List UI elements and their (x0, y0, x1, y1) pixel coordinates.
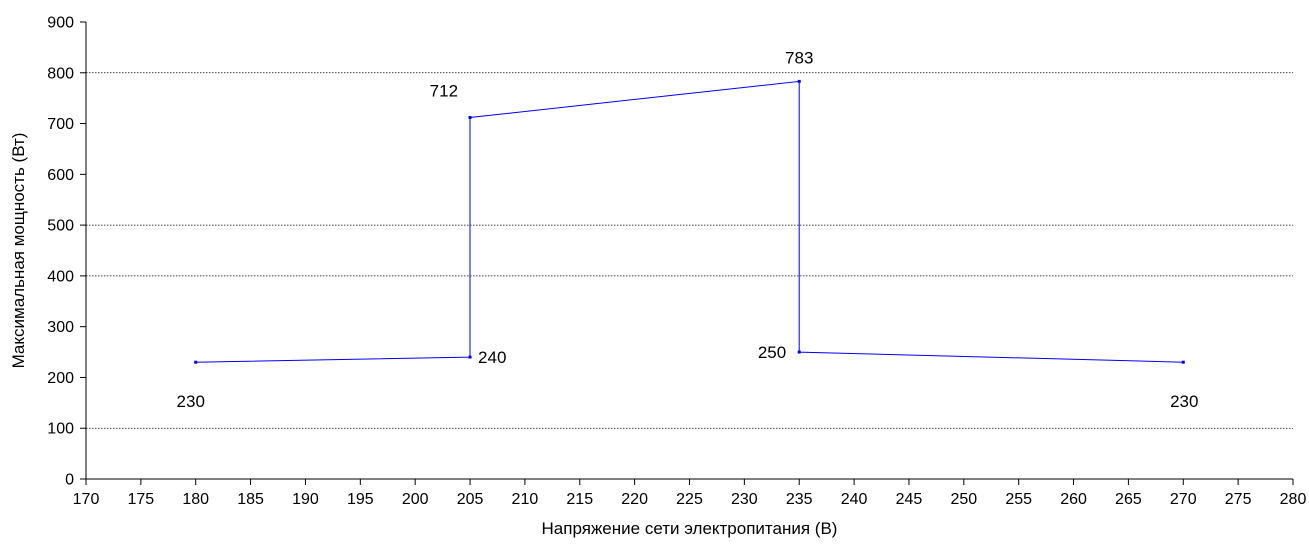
ticks: 0 100 200 300 400 500 600 700 800 900 170 175 180 185… (47, 15, 1306, 509)
x-tick-label: 240 (841, 491, 868, 508)
y-tick-label: 400 (47, 268, 74, 285)
data-point (797, 350, 801, 354)
x-tick-label: 210 (512, 491, 539, 508)
x-tick-label: 180 (182, 491, 209, 508)
x-tick-label: 275 (1225, 491, 1252, 508)
series-line (195, 80, 1184, 363)
series (194, 79, 1185, 364)
axes (85, 22, 1293, 480)
x-tick-label: 280 (1280, 491, 1307, 508)
y-tick-label: 600 (47, 167, 74, 184)
x-tick-label: 225 (676, 491, 703, 508)
data-point (797, 79, 801, 83)
x-tick-label: 230 (731, 491, 758, 508)
y-axis-title: Максимальная мощность (Вт) (9, 133, 28, 369)
x-tick-label: 265 (1115, 491, 1142, 508)
data-labels: 230 240 712 783 250 230 (177, 48, 1199, 411)
x-axis-title: Напряжение сети электропитания (В) (542, 519, 838, 538)
x-tick-label: 190 (292, 491, 319, 508)
x-tick-label: 220 (621, 491, 648, 508)
y-tick-label: 100 (47, 421, 74, 438)
x-tick-label: 215 (566, 491, 593, 508)
x-tick-label: 260 (1060, 491, 1087, 508)
x-tick-label: 235 (786, 491, 813, 508)
data-label: 230 (1170, 392, 1198, 411)
x-tick-label: 195 (347, 491, 374, 508)
gridlines (86, 72, 1293, 429)
x-tick-label: 250 (950, 491, 977, 508)
x-tick-label: 245 (896, 491, 923, 508)
x-tick-label: 170 (73, 491, 100, 508)
data-label: 250 (758, 343, 786, 362)
x-tick-label: 270 (1170, 491, 1197, 508)
x-tick-label: 205 (457, 491, 484, 508)
y-tick-label: 500 (47, 218, 74, 235)
data-point (468, 115, 472, 119)
data-label: 712 (430, 81, 458, 100)
y-tick-label: 200 (47, 370, 74, 387)
data-point (1181, 360, 1185, 364)
x-tick-label: 200 (402, 491, 429, 508)
y-tick-label: 0 (65, 472, 74, 489)
y-tick-label: 300 (47, 319, 74, 336)
y-tick-label: 900 (47, 15, 74, 32)
x-tick-label: 255 (1005, 491, 1032, 508)
x-tick-label: 175 (128, 491, 155, 508)
data-point (194, 360, 198, 364)
data-point (468, 355, 472, 359)
data-label: 783 (785, 48, 813, 67)
data-label: 230 (177, 392, 205, 411)
x-tick-label: 185 (237, 491, 264, 508)
y-tick-label: 700 (47, 116, 74, 133)
y-tick-label: 800 (47, 65, 74, 82)
data-label: 240 (478, 348, 506, 367)
